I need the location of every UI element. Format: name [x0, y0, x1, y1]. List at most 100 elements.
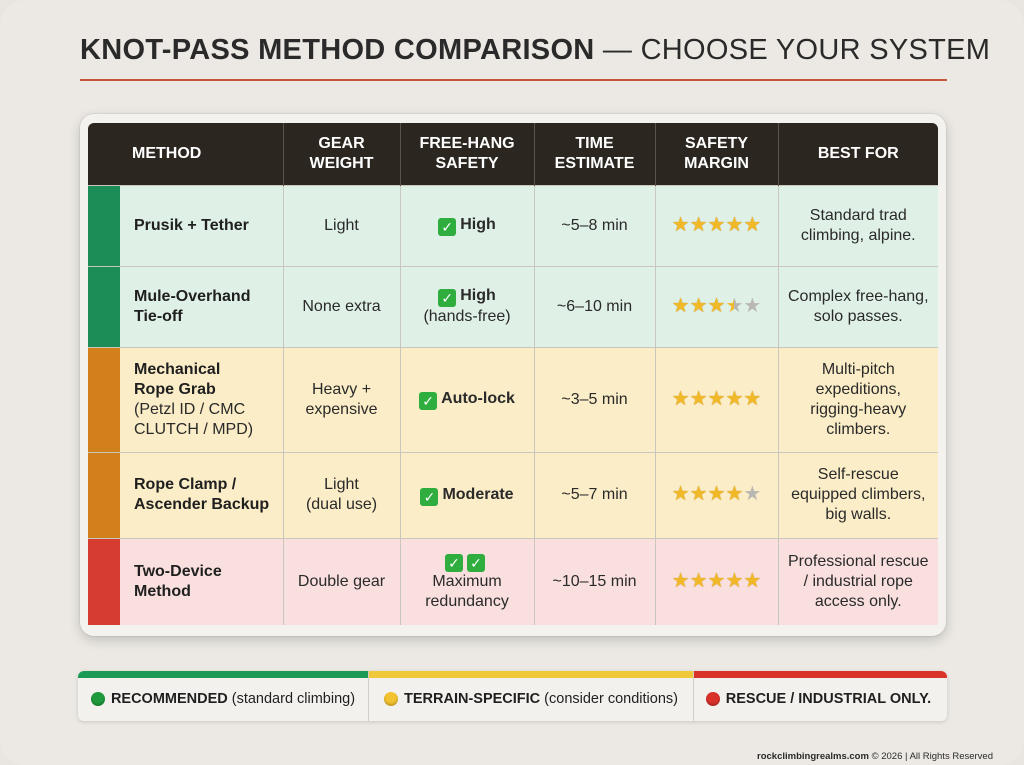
method-cell: Two-Device Method — [120, 537, 284, 625]
free-hang-safety-cell: ✓ High (hands-free) — [400, 265, 535, 347]
star-filled-icon: ★ — [671, 569, 690, 592]
star-filled-icon: ★ — [707, 387, 726, 410]
star-filled-icon: ★ — [743, 569, 762, 592]
legend-terrain-specific: TERRAIN-SPECIFIC (consider conditions) — [369, 671, 694, 721]
legend-bar-green — [78, 671, 368, 678]
header-safety-margin: SAFETY MARGIN — [655, 123, 779, 185]
star-rating: ★★★★★ — [672, 295, 762, 317]
check-icon: ✓ — [445, 554, 464, 573]
header-free-hang-safety: FREE-HANG SAFETY — [400, 123, 535, 185]
star-filled-icon: ★ — [689, 387, 708, 410]
star-filled-icon: ★ — [689, 213, 708, 236]
star-filled-icon: ★ — [743, 213, 762, 236]
star-filled-icon: ★ — [671, 294, 690, 317]
method-cell: Prusik + Tether — [120, 184, 284, 266]
safety-margin-cell: ★★★★★ — [655, 346, 779, 452]
legend-bar-yellow — [369, 671, 693, 678]
star-rating: ★★★★★ — [672, 388, 762, 410]
title-separator: — — [594, 34, 641, 66]
check-icon: ✓ — [467, 554, 486, 573]
star-filled-icon: ★ — [707, 213, 726, 236]
gear-weight-cell: Light — [283, 184, 401, 266]
star-filled-icon: ★ — [725, 387, 744, 410]
time-estimate-cell: ~10–15 min — [534, 537, 656, 625]
best-for-cell: Standard trad climbing, alpine. — [778, 184, 939, 266]
star-filled-icon: ★ — [689, 294, 708, 317]
star-filled-icon: ★ — [707, 569, 726, 592]
header-method: METHOD — [88, 123, 284, 185]
red-dot-icon — [705, 692, 720, 706]
star-filled-icon: ★ — [725, 569, 744, 592]
header-time-estimate: TIME ESTIMATE — [534, 123, 656, 185]
gear-weight-cell: None extra — [283, 265, 401, 347]
title-bold: KNOT-PASS METHOD COMPARISON — [80, 34, 595, 66]
safety-margin-cell: ★★★★★ — [655, 537, 779, 625]
star-filled-icon: ★ — [725, 483, 744, 505]
best-for-cell: Self-rescue equipped climbers, big walls. — [778, 451, 939, 538]
comparison-table: METHOD GEAR WEIGHT FREE-HANG SAFETY TIME ES… — [88, 123, 939, 625]
method-cell: Rope Clamp / Ascender Backup — [120, 451, 284, 538]
legend: RECOMMENDED (standard climbing) TERRAIN-… — [78, 671, 947, 721]
star-filled-icon: ★ — [725, 213, 744, 236]
row-status-stripe — [88, 346, 120, 452]
safety-margin-cell: ★★★★★ — [655, 265, 779, 347]
time-estimate-cell: ~5–7 min — [534, 451, 656, 538]
time-estimate-cell: ~3–5 min — [534, 346, 656, 452]
check-icon: ✓ — [419, 392, 438, 410]
title-light: CHOOSE YOUR SYSTEM — [640, 34, 991, 66]
star-filled-icon: ★ — [707, 483, 726, 505]
free-hang-safety-cell: ✓ Auto-lock — [400, 346, 535, 452]
check-icon: ✓ — [438, 218, 457, 236]
yellow-dot-icon — [384, 692, 399, 706]
star-rating: ★★★★★ — [672, 214, 762, 236]
gear-weight-cell: Double gear — [283, 537, 401, 625]
header-best-for: BEST FOR — [778, 123, 939, 185]
title-divider — [80, 79, 947, 81]
time-estimate-cell: ~6–10 min — [534, 265, 656, 347]
legend-bar-red — [694, 671, 947, 678]
header-row: METHOD GEAR WEIGHT FREE-HANG SAFETY TIME ES… — [88, 123, 939, 185]
best-for-cell: Professional rescue / industrial rope acce… — [778, 537, 939, 625]
gear-weight-cell: Heavy + expensive — [283, 346, 401, 452]
method-cell: Mechanical Rope Grab (Petzl ID / CMC CLU… — [120, 346, 284, 452]
star-filled-icon: ★ — [671, 483, 690, 505]
method-cell: Mule-Overhand Tie-off — [120, 265, 284, 347]
free-hang-safety-cell: ✓ Moderate — [400, 451, 535, 538]
page-title: KNOT-PASS METHOD COMPARISON — CHOOSE YOU… — [80, 34, 990, 67]
best-for-cell: Multi-pitch expeditions, rigging-heavy clim… — [778, 346, 939, 452]
table-row: Rope Clamp / Ascender Backup Light (dual … — [88, 451, 939, 538]
check-icon: ✓ — [438, 289, 457, 307]
star-filled-icon: ★ — [671, 387, 690, 410]
header-gear-weight: GEAR WEIGHT — [283, 123, 401, 185]
table-row: Mule-Overhand Tie-off None extra ✓ High (h… — [88, 265, 939, 347]
gear-weight-cell: Light (dual use) — [283, 451, 401, 538]
star-rating: ★★★★★ — [672, 483, 762, 505]
star-empty-icon: ★ — [743, 483, 762, 505]
star-filled-icon: ★ — [671, 213, 690, 236]
table-row: Two-Device Method Double gear ✓ ✓ Maximum r… — [88, 537, 939, 625]
row-status-stripe — [88, 265, 120, 347]
star-half-icon: ★ — [725, 294, 744, 317]
free-hang-safety-cell: ✓ ✓ Maximum redundancy — [400, 537, 535, 625]
legend-recommended: RECOMMENDED (standard climbing) — [78, 671, 369, 721]
check-icon: ✓ — [420, 487, 439, 506]
row-status-stripe — [88, 184, 120, 266]
star-filled-icon: ★ — [707, 294, 726, 317]
star-filled-icon: ★ — [743, 387, 762, 410]
green-dot-icon — [90, 692, 105, 706]
best-for-cell: Complex free-hang, solo passes. — [778, 265, 939, 347]
safety-margin-cell: ★★★★★ — [655, 451, 779, 538]
table-row: Mechanical Rope Grab (Petzl ID / CMC CLU… — [88, 346, 939, 452]
row-status-stripe — [88, 537, 120, 625]
star-rating: ★★★★★ — [672, 570, 762, 592]
time-estimate-cell: ~5–8 min — [534, 184, 656, 266]
table-row: Prusik + Tether Light ✓ High ~5–8 min ★★★… — [88, 184, 939, 266]
row-status-stripe — [88, 451, 120, 538]
safety-margin-cell: ★★★★★ — [655, 184, 779, 266]
footer-credit: rockclimbingrealms.com © 2026 | All Righ… — [757, 751, 993, 762]
legend-rescue-industrial: RESCUE / INDUSTRIAL ONLY. — [694, 671, 947, 721]
star-filled-icon: ★ — [689, 483, 708, 505]
star-filled-icon: ★ — [689, 569, 708, 592]
star-empty-icon: ★ — [743, 294, 762, 317]
free-hang-safety-cell: ✓ High — [400, 184, 535, 266]
